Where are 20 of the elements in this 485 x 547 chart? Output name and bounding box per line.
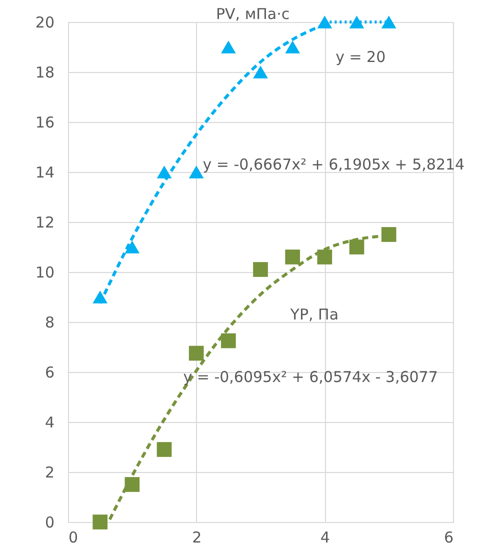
annotation: y = -0,6095x² + 6,0574x - 3,6077 (183, 368, 438, 386)
y-tick-label: 18 (35, 64, 54, 82)
text: YP, Па (289, 306, 339, 324)
x-tick-label: 2 (192, 528, 202, 546)
y-tick-label: 14 (35, 164, 54, 182)
y-tick-label: 16 (35, 114, 54, 132)
annotation: y = -0,6667x² + 6,1905x + 5,8214 (202, 156, 465, 174)
y-tick-label: 2 (44, 464, 54, 482)
x-tick-label: 0 (68, 528, 78, 546)
y-tick-label: 8 (44, 314, 54, 332)
y-tick-label: 6 (44, 364, 54, 382)
x-tick-label: 4 (320, 528, 330, 546)
y-tick-label: 12 (35, 214, 54, 232)
y-tick-label: 10 (35, 264, 54, 282)
series-label: PV, мПа·с (216, 5, 290, 23)
y-tick-label: 4 (44, 414, 54, 432)
x-tick-label: 6 (444, 528, 454, 546)
y-tick-label: 0 (44, 514, 54, 532)
y-tick-label: 20 (35, 14, 54, 32)
annotation: y = 20 (336, 48, 386, 66)
